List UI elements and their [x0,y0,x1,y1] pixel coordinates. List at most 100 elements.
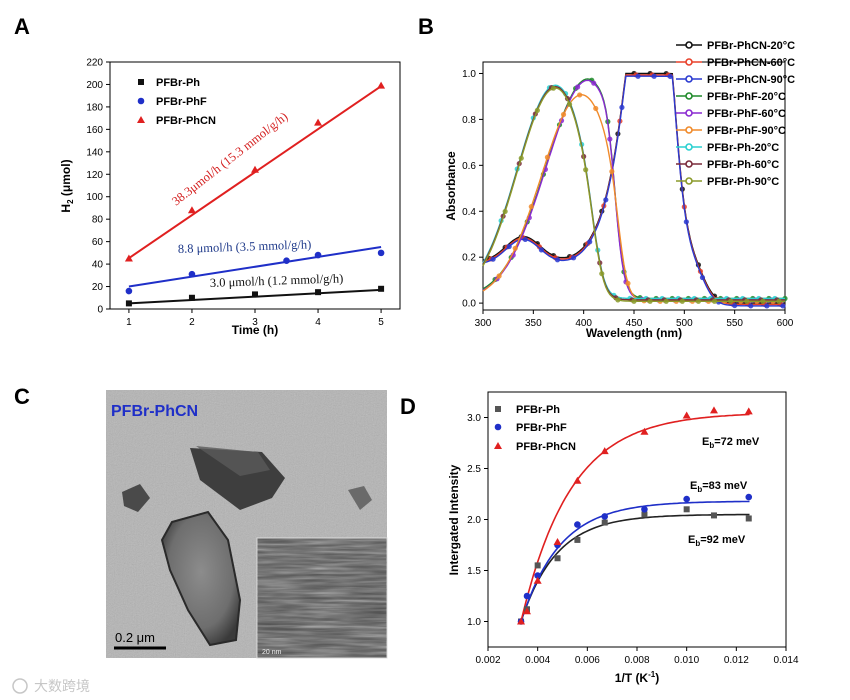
chart-a-point-pfbr-phcn [314,118,323,126]
chart-d-point-pfbr-phcn [600,447,609,455]
legend-b-label-pfbr-ph-90-c: PFBr-Ph-90°C [707,176,779,188]
chart-b-point-pfbr-ph-90-c [679,298,685,304]
chart-d-xlabel: 1/T (K-1) [615,670,659,685]
chart-a-y-ticks: 0 20 40 60 80 100 120 140 160 180 200 220 [86,58,110,316]
legend-b-marker-pfbr-phf-20-c [685,92,693,100]
chart-b-point-pfbr-ph-90-c [711,298,718,304]
chart-a-annotation-phf: 8.8 μmol/h (3.5 mmol/g/h) [178,237,312,256]
chart-b-xtick-label: 350 [525,318,542,329]
chart-a-point-pfbr-phcn [124,254,133,262]
chart-b-ytick-label: 0.6 [462,161,476,172]
chart-b-xtick-label: 300 [475,318,492,329]
legend-b-marker-pfbr-phcn-90-c [685,75,693,83]
chart-a-ytick-label: 140 [86,147,103,158]
chart-d-point-pfbr-ph [745,515,752,522]
legend-d-marker-ph [495,406,501,412]
chart-b-point-pfbr-ph-90-c [615,297,621,303]
chart-b-point-pfbr-phcn-90-c [603,197,609,203]
chart-a-point-pfbr-ph [125,300,132,307]
chart-a-xtick-label: 5 [378,317,384,328]
chart-b-ytick-label: 0.2 [462,253,476,264]
chart-b-point-pfbr-ph-90-c [550,85,557,91]
chart-b-point-pfbr-phcn-90-c [571,255,577,261]
chart-b-x-ticks: 300 350 400 450 500 550 600 [475,310,794,329]
legend-b-label-pfbr-phf-20-c: PFBr-PhF-20°C [707,91,786,103]
chart-b: 0.0 0.2 0.4 0.6 0.8 1.0 300 350 400 450 500 550 600… [444,40,795,340]
legend-a-marker-phf [137,97,145,105]
chart-d-xtick-label: 0.008 [624,655,649,666]
chart-a-xtick-label: 4 [315,317,321,328]
chart-d-point-pfbr-phf [683,495,690,503]
legend-b-label-pfbr-phf-90-c: PFBr-PhF-90°C [707,125,786,137]
chart-d-y-ticks: 1.0 1.5 2.0 2.5 3.0 [467,413,488,628]
chart-d-xtick-label: 0.004 [525,655,550,666]
chart-a-point-pfbr-ph [378,285,385,292]
chart-b-point-pfbr-ph-90-c [518,155,524,161]
chart-b-point-pfbr-phcn-90-c [490,256,496,262]
chart-d-xtick-label: 0.014 [773,655,798,666]
chart-a-point-pfbr-ph [252,291,258,298]
chart-d-point-pfbr-ph [710,512,717,519]
legend-b-marker-pfbr-phcn-60-c [685,58,693,66]
chart-b-point-pfbr-phf-90-c [544,154,551,160]
chart-a-ytick-label: 80 [92,215,104,226]
legend-a-marker-ph [138,79,144,85]
chart-a-point-pfbr-phf [188,270,196,278]
chart-b-point-pfbr-ph-90-c [502,208,508,215]
chart-b-point-pfbr-ph-90-c [599,271,605,277]
chart-b-point-pfbr-phf-90-c [496,273,502,279]
chart-a-point-pfbr-ph [315,289,322,296]
chart-d-point-pfbr-ph [683,506,690,513]
chart-d-point-pfbr-phf [534,572,541,579]
chart-a-point-pfbr-phcn [251,165,259,173]
chart-d-legend: PFBr-Ph PFBr-PhF PFBr-PhCN [494,404,576,453]
chart-d-point-pfbr-phf [745,493,753,501]
tem-particle-highlight [196,446,270,476]
chart-d-point-pfbr-phcn [640,427,649,435]
watermark-logo-icon [12,678,28,694]
chart-b-xtick-label: 450 [626,318,643,329]
legend-b-marker-pfbr-phcn-20-c [685,41,693,49]
chart-d-point-pfbr-phf [641,506,648,513]
legend-b-marker-pfbr-phf-90-c [685,126,693,134]
chart-b-point-pfbr-ph-90-c [695,298,702,304]
chart-a-point-pfbr-phcn [377,81,386,89]
chart-d-point-pfbr-phcn [533,576,542,584]
chart-d-point-pfbr-phcn [573,476,582,484]
chart-a-ytick-label: 0 [97,305,103,316]
chart-a-ytick-label: 180 [86,102,103,113]
chart-d-xtick-label: 0.002 [475,655,500,666]
chart-d-point-pfbr-ph [534,562,541,569]
tem-inset-scale: 20 nm [262,649,282,656]
chart-d-point-pfbr-phf [601,513,609,520]
legend-d-phf: PFBr-PhF [516,422,567,434]
chart-b-point-pfbr-phcn-90-c [651,73,657,79]
chart-a-frame [109,61,401,310]
chart-b-point-pfbr-ph-90-c [566,101,573,107]
chart-b-point-pfbr-phf-90-c [560,111,567,118]
tem-scale-text: 0.2 μm [115,630,155,645]
chart-b-point-pfbr-phcn-90-c [635,73,641,79]
chart-d-point-pfbr-phcn [517,617,526,625]
chart-a-point-pfbr-ph [188,294,195,301]
chart-a-legend: PFBr-Ph PFBr-PhF PFBr-PhCN [137,77,216,127]
legend-a-marker-phcn [137,116,145,123]
chart-b-point-pfbr-phcn-90-c [506,243,512,250]
chart-d-eb-ph: Eb=92 meV [688,534,746,548]
chart-b-point-pfbr-phcn-90-c [699,274,706,281]
panel-a-letter: A [14,14,30,39]
chart-b-point-pfbr-ph-90-c [647,298,653,304]
tem-inset-fibers [257,538,387,658]
chart-d-points [517,406,753,625]
legend-b-marker-pfbr-ph-90-c [685,177,693,185]
chart-d-point-pfbr-phf [574,521,581,528]
panel-c-letter: C [14,384,30,409]
chart-b-point-pfbr-phcn-90-c [764,303,770,309]
legend-b-label-pfbr-phcn-90-c: PFBr-PhCN-90°C [707,74,795,86]
chart-a-xlabel: Time (h) [232,323,278,337]
chart-b-point-pfbr-phcn-90-c [683,219,689,225]
legend-b-label-pfbr-ph-20-c: PFBr-Ph-20°C [707,142,779,154]
panel-d-letter: D [400,394,416,419]
watermark: 大数跨境 [12,678,90,694]
chart-d-point-pfbr-ph [641,511,648,518]
